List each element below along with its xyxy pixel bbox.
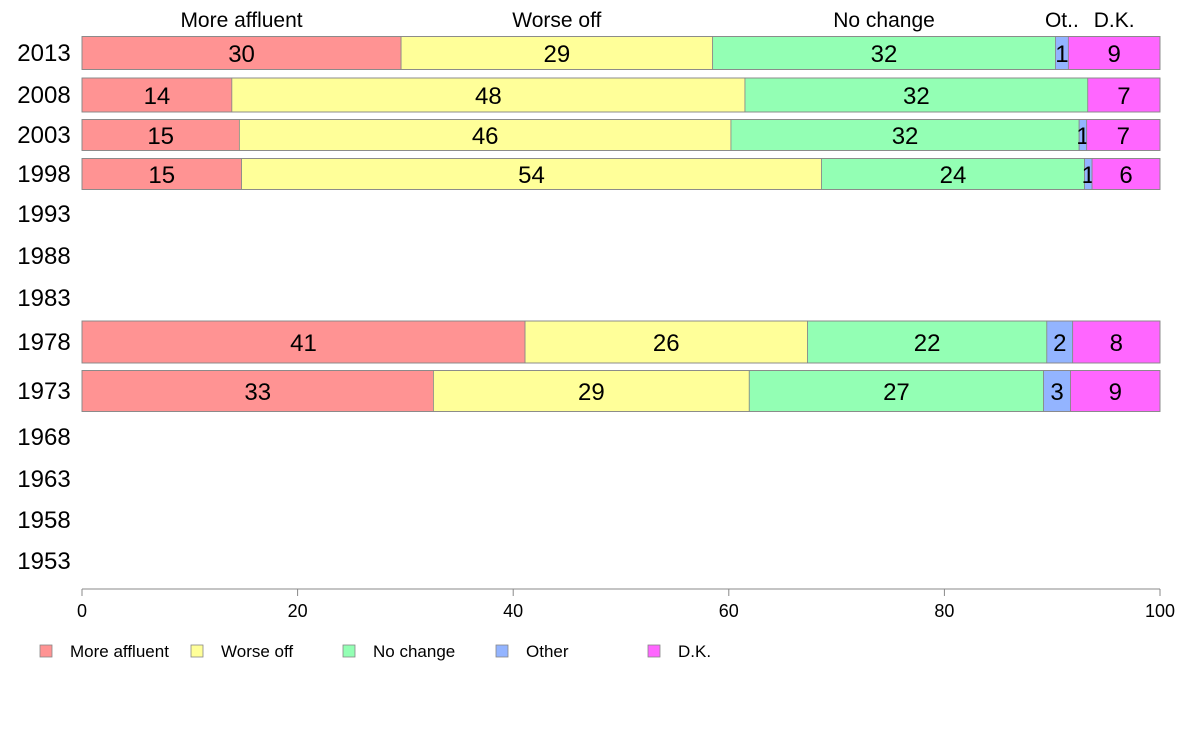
bar-value-label: 32 xyxy=(871,41,898,68)
bar-outline xyxy=(81,77,1161,113)
bar-value-label: 41 xyxy=(290,330,317,357)
bar-segment-2003-2 xyxy=(730,119,1080,151)
bar-outline xyxy=(81,158,1161,190)
legend-swatch xyxy=(342,644,356,658)
bar-value-label: 22 xyxy=(914,330,941,357)
x-tick-label: 40 xyxy=(503,601,523,621)
column-header: Worse off xyxy=(512,9,601,32)
bar-value-label: 15 xyxy=(148,162,175,189)
bar-value-label: 32 xyxy=(892,123,919,150)
bar-value-label: 2 xyxy=(1053,330,1066,357)
bar-segment-2003-0 xyxy=(81,119,240,151)
bar-value-label: 8 xyxy=(1110,330,1123,357)
bar-value-label: 7 xyxy=(1117,123,1130,150)
year-label-1993: 1993 xyxy=(17,201,70,228)
legend-label: Worse off xyxy=(221,642,293,661)
bar-value-label: 48 xyxy=(475,83,502,110)
year-label-2013: 2013 xyxy=(17,40,70,67)
bar-segment-1973-4 xyxy=(1070,370,1161,412)
bar-value-label: 33 xyxy=(244,379,271,406)
bar-segment-2013-0 xyxy=(81,36,402,70)
x-tick-label: 0 xyxy=(77,601,87,621)
column-headers: More affluent Worse off No change Ot.. D.K. xyxy=(180,9,1134,32)
bar-value-label: 1 xyxy=(1082,162,1095,189)
bar-segment-1978-1 xyxy=(524,320,808,364)
legend-swatch xyxy=(647,644,661,658)
x-tick-label: 20 xyxy=(288,601,308,621)
bar-segment-1998-4 xyxy=(1091,158,1161,190)
bar-segment-2008-0 xyxy=(81,77,233,113)
year-label-2008: 2008 xyxy=(17,82,70,109)
legend-label: No change xyxy=(373,642,455,661)
bar-value-label: 15 xyxy=(147,123,174,150)
year-label-1988: 1988 xyxy=(17,243,70,270)
bar-outline xyxy=(81,370,1161,412)
bar-value-label: 1 xyxy=(1076,123,1089,150)
bar-value-label: 27 xyxy=(883,379,910,406)
bar-value-label: 9 xyxy=(1108,41,1121,68)
bar-value-label: 1 xyxy=(1055,41,1068,68)
year-label-1998: 1998 xyxy=(17,161,70,188)
bars: 30 29 32 1 914 48 32 715 46 32 1 715 54 24 1 641 26 22 2 83… xyxy=(81,36,1161,412)
bar-value-label: 26 xyxy=(653,330,680,357)
bar-segment-1973-0 xyxy=(81,370,434,412)
year-label-1963: 1963 xyxy=(17,466,70,493)
legend-swatch xyxy=(190,644,204,658)
column-header: D.K. xyxy=(1094,9,1135,32)
bar-segment-1978-2 xyxy=(807,320,1048,364)
x-tick-label: 80 xyxy=(934,601,954,621)
bar-segment-2008-2 xyxy=(744,77,1089,113)
bar-value-label: 32 xyxy=(903,83,930,110)
bar-outline xyxy=(81,119,1161,151)
legend: More affluent Worse off No change Other D.K. xyxy=(39,642,711,661)
year-label-2003: 2003 xyxy=(17,122,70,149)
bar-value-label: 54 xyxy=(518,162,545,189)
year-label-1958: 1958 xyxy=(17,507,70,534)
x-tick-label: 60 xyxy=(719,601,739,621)
column-header: More affluent xyxy=(180,9,302,32)
column-header: Ot.. xyxy=(1045,9,1079,32)
legend-swatch xyxy=(495,644,509,658)
bar-segment-2013-1 xyxy=(400,36,714,70)
bar-value-label: 24 xyxy=(940,162,967,189)
bar-value-label: 9 xyxy=(1109,379,1122,406)
column-header: No change xyxy=(833,9,935,32)
bar-segment-1973-1 xyxy=(433,370,750,412)
bar-value-label: 6 xyxy=(1119,162,1132,189)
year-label-1978: 1978 xyxy=(17,329,70,356)
bar-value-label: 46 xyxy=(472,123,499,150)
year-labels: 2013 2008 2003 1998 1993 1988 1983 1978 1973 1968… xyxy=(17,40,70,575)
legend-label: More affluent xyxy=(70,642,169,661)
legend-label: Other xyxy=(526,642,569,661)
legend-label: D.K. xyxy=(678,642,711,661)
bar-segment-2003-1 xyxy=(238,119,732,151)
bar-outline xyxy=(81,320,1161,364)
year-label-1983: 1983 xyxy=(17,285,70,312)
bar-value-label: 30 xyxy=(228,41,255,68)
bar-value-label: 7 xyxy=(1117,83,1130,110)
x-tick-label: 100 xyxy=(1145,601,1175,621)
bar-value-label: 29 xyxy=(544,41,571,68)
bar-segment-1973-3 xyxy=(1043,370,1071,412)
bar-segment-1998-0 xyxy=(81,158,242,190)
year-label-1953: 1953 xyxy=(17,548,70,575)
year-label-1973: 1973 xyxy=(17,378,70,405)
legend-swatch xyxy=(39,644,53,658)
year-label-1968: 1968 xyxy=(17,424,70,451)
bar-value-label: 14 xyxy=(144,83,171,110)
bar-value-label: 3 xyxy=(1050,379,1063,406)
x-axis: 0 20 40 60 80 100 xyxy=(77,588,1175,621)
bar-value-label: 29 xyxy=(578,379,605,406)
bar-segment-1978-3 xyxy=(1046,320,1074,364)
bar-segment-1978-4 xyxy=(1072,320,1161,364)
bar-outline xyxy=(81,36,1161,70)
